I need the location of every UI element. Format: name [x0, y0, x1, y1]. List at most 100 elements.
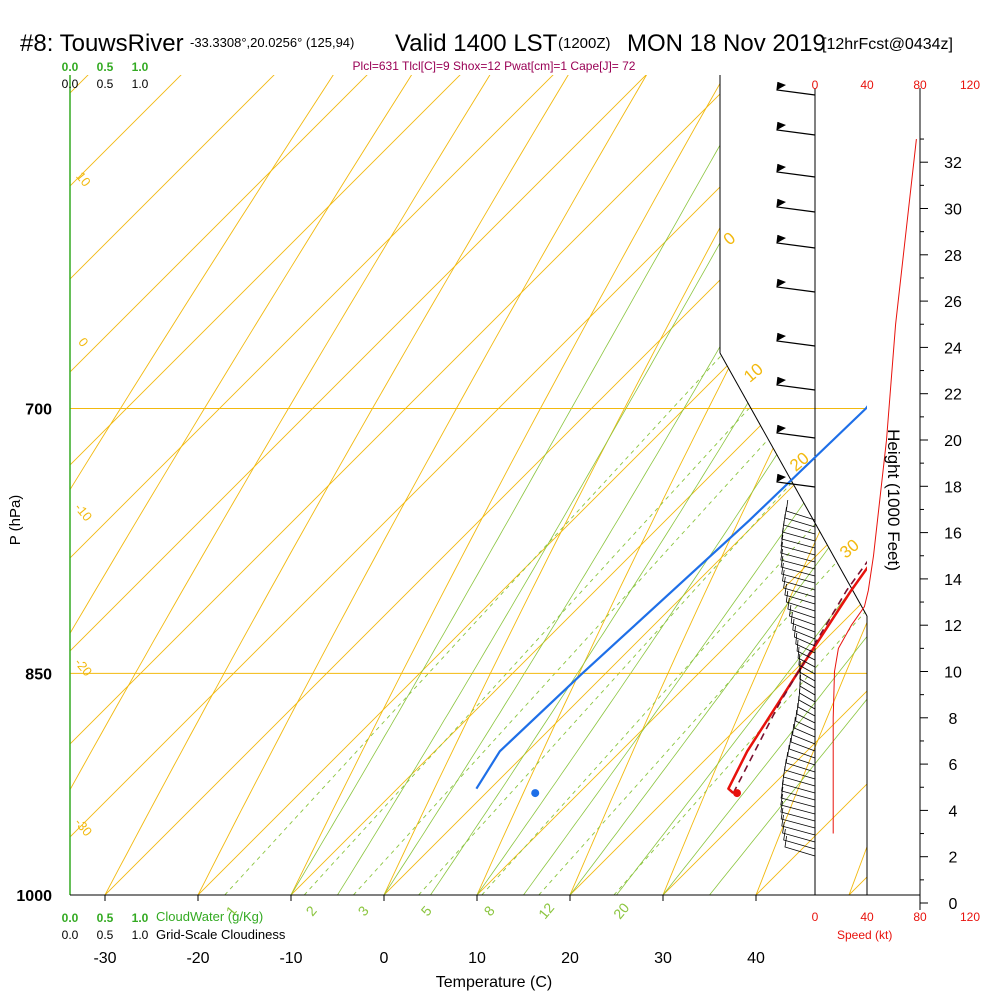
dry-adiabat-label: -10	[72, 500, 96, 524]
speed-tick-label-bottom: 80	[913, 910, 927, 924]
isotherm-line	[70, 75, 867, 895]
wind-barb	[780, 807, 816, 829]
y-tick-label: 1000	[16, 888, 52, 905]
moist-adiabat-line	[616, 75, 867, 895]
wind-barb	[781, 779, 816, 801]
height-tick-label: 8	[949, 711, 958, 728]
sounding-profiles	[475, 405, 867, 795]
x-tick-label: 40	[747, 950, 765, 967]
moist-adiabat-line	[709, 75, 867, 895]
height-tick-label: 18	[944, 479, 962, 496]
wind-speed-line	[832, 139, 917, 834]
parcel-profile	[732, 560, 867, 794]
wind-barb	[784, 583, 816, 605]
station-coords: -33.3308°,20.0256° (125,94)	[190, 35, 354, 50]
y-tick-label: 700	[25, 401, 52, 418]
wind-barb	[795, 632, 816, 654]
dry-adiabat-line	[290, 75, 867, 895]
isotherm-line	[104, 75, 867, 895]
moist-adiabat-line	[662, 75, 867, 895]
wind-barb	[788, 737, 816, 759]
wind-barb	[799, 674, 816, 696]
wind-barb	[785, 499, 816, 521]
dewpoint-profile	[475, 405, 867, 790]
isotherm-label: 0	[720, 228, 739, 249]
height-tick-label: 2	[949, 850, 958, 867]
cloudiness-label: Grid-Scale Cloudiness	[156, 927, 286, 942]
cloudiness-tick-label-top: 0.0	[62, 77, 79, 91]
cloudiness-tick-label-bottom: 0.0	[62, 928, 79, 942]
height-tick-label: 14	[944, 572, 962, 589]
dry-adiabat-line	[70, 75, 867, 895]
wind-barb	[793, 716, 816, 738]
height-tick-label: 12	[944, 618, 962, 635]
cloudiness-tick-label-top: 0.5	[97, 77, 114, 91]
cloudwater-tick-label-top: 0.5	[97, 60, 114, 74]
wind-barb	[792, 723, 816, 745]
wind-barb-flag	[777, 235, 786, 243]
cloudiness-tick-label-bottom: 1.0	[132, 928, 149, 942]
speed-tick-label-top: 120	[960, 78, 980, 92]
wind-barb	[790, 611, 816, 633]
isotherm-line	[569, 75, 867, 895]
mixing-ratio-label: 5	[418, 903, 435, 919]
dry-adiabat-line	[70, 75, 867, 895]
dry-adiabat-line	[383, 75, 867, 895]
isotherm-grid	[70, 75, 867, 895]
moist-adiabat-line	[290, 75, 867, 895]
wind-barb-flag	[777, 474, 786, 482]
isotherm-line	[848, 75, 867, 895]
wind-barb	[797, 695, 816, 717]
dry-adiabat-line	[569, 75, 867, 895]
cloudiness-tick-label-top: 1.0	[132, 77, 149, 91]
wind-barb	[799, 681, 816, 703]
isotherm-label: 30	[836, 535, 863, 562]
height-tick-label: 28	[944, 248, 962, 265]
wind-barb	[780, 793, 816, 815]
mixing-ratio-line	[224, 75, 867, 895]
x-tick-label: 0	[380, 950, 389, 967]
mixing-ratio-label: 3	[355, 903, 372, 919]
surface-dewpoint-marker	[531, 789, 540, 798]
wind-barb	[780, 555, 816, 577]
speed-tick-label-bottom: 120	[960, 910, 980, 924]
mixing-ratio-label: 2	[303, 903, 320, 919]
wind-barb-flag	[777, 122, 786, 130]
wind-barb	[780, 800, 816, 822]
wind-barb	[780, 534, 816, 556]
wind-barb	[782, 569, 816, 591]
isobar-grid	[70, 407, 867, 896]
height-tick-label: 26	[944, 294, 962, 311]
wind-barb	[799, 660, 816, 682]
mixing-ratio-label: 20	[610, 900, 632, 922]
valid-time: Valid 1400 LST	[395, 30, 558, 57]
wind-barb-flag	[777, 333, 786, 341]
isotherm-line	[70, 75, 867, 895]
speed-tick-label-top: 40	[860, 78, 874, 92]
cloudwater-tick-label-bottom: 0.0	[62, 911, 79, 925]
y-axis-title: P (hPa)	[7, 495, 24, 546]
isotherm-line	[70, 75, 867, 895]
dry-adiabat-label: -20	[72, 655, 96, 679]
cloudwater-tick-label-bottom: 0.5	[97, 911, 114, 925]
cloud-axis: 0.0 0.0 0.0 0.0 0.5 0.5 0.5 0.5 1.0 1.0 1.0 1.0	[62, 60, 149, 942]
isotherm-line	[70, 75, 867, 895]
height-tick-label: 30	[944, 202, 962, 219]
wind-barb	[797, 646, 816, 668]
wind-barb-flag	[777, 377, 786, 385]
stability-indices: Plcl=631 Tlcl[C]=9 Shox=12 Pwat[cm]=1 Ca…	[353, 59, 636, 73]
wind-barbs	[776, 81, 816, 857]
wind-barb	[785, 751, 816, 773]
x-tick-label: -20	[186, 950, 209, 967]
height-tick-label: 20	[944, 433, 962, 450]
utc-time: (1200Z)	[558, 35, 611, 52]
mixing-ratio-label: 8	[481, 903, 498, 919]
wind-barb	[781, 562, 816, 584]
wind-barb-flag	[777, 82, 786, 90]
isotherm-line	[290, 75, 867, 895]
y-tick-label: 850	[25, 666, 52, 683]
x-tick-label: 10	[468, 950, 486, 967]
dry-adiabat-line	[70, 75, 867, 895]
